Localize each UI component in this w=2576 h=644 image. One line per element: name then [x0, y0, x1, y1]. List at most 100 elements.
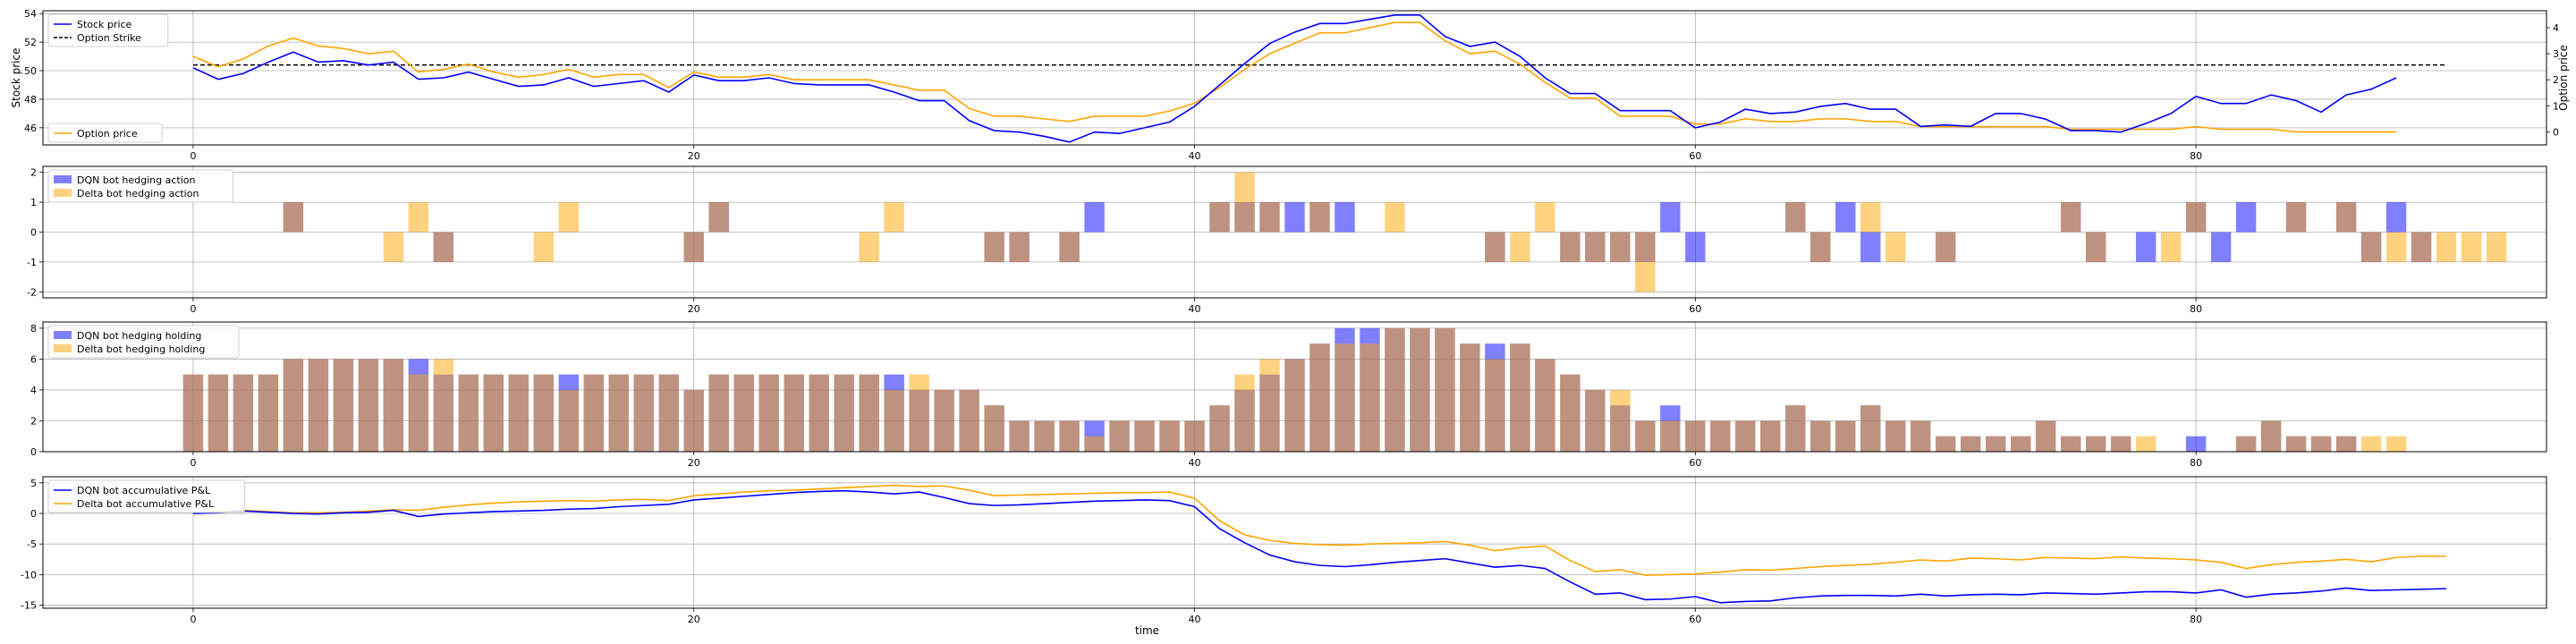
delta-actions-bar: [408, 202, 429, 233]
x-tick-label: 40: [1189, 614, 1201, 625]
axes-frame: [42, 476, 2547, 609]
delta-holdings-bar: [383, 359, 404, 452]
x-tick-label: 0: [190, 457, 196, 469]
delta-holdings-bar: [1735, 420, 1756, 452]
legend-box: [47, 479, 246, 513]
delta-holdings-bar: [1109, 420, 1130, 452]
dqn-holdings-bar: [2185, 436, 2207, 452]
delta-holdings-bar: [1034, 420, 1055, 452]
delta-holdings-bar: [834, 374, 854, 452]
y-axis-label: Stock price: [10, 48, 22, 108]
delta-actions-bar: [1535, 202, 1555, 233]
delta-actions-bar: [2411, 232, 2432, 262]
panel-actions: 0 20 40 60 80 -2 -1 0 1 2 DQN bot hedging action De…: [27, 165, 2547, 315]
delta-actions-bar: [1860, 202, 1881, 233]
delta-actions-bar: [1309, 202, 1330, 233]
delta-holdings-bar: [182, 374, 204, 452]
legend-label: Option price: [77, 128, 138, 140]
delta-holdings-bar: [1986, 436, 2006, 452]
delta-actions-bar: [1385, 202, 1405, 233]
y-right-tick-label: 0: [2553, 126, 2559, 138]
y-right-tick-label: 2: [2553, 74, 2559, 86]
delta-holdings-bar: [308, 359, 329, 452]
delta-holdings-bar: [934, 389, 954, 452]
y-tick-label: 4: [30, 385, 37, 396]
y-right-tick-label: 3: [2553, 48, 2559, 60]
delta-actions-bar: [1059, 232, 1080, 262]
delta-holdings-bar: [258, 374, 279, 452]
delta-holdings-bar: [458, 374, 479, 452]
dqn-actions-bar: [2135, 232, 2157, 262]
x-tick-label: 0: [190, 614, 196, 625]
y-tick-label: -10: [21, 569, 37, 580]
panel-price: 0 20 40 60 80 46 48 50 52 54 0 1 2 3 4 Stock price Optio…: [10, 8, 2570, 162]
x-tick-label: 60: [1689, 303, 1701, 315]
delta-holdings-bar: [1860, 405, 1881, 452]
delta-holdings-bar: [2060, 436, 2081, 452]
legend-swatch: [54, 331, 72, 339]
dqn-actions-bar: [1335, 202, 1355, 233]
y-tick-label: -2: [27, 286, 37, 298]
delta-holdings-bar: [1560, 374, 1580, 452]
delta-actions-bar: [558, 202, 579, 233]
delta-holdings-bar: [1710, 420, 1731, 452]
legend-swatch: [54, 344, 72, 352]
delta-holdings-bar: [2235, 436, 2257, 452]
delta-holdings-bar: [2135, 436, 2157, 452]
delta-holdings-bar: [233, 374, 254, 452]
delta-actions-bar: [2461, 232, 2482, 262]
delta-holdings-bar: [2385, 436, 2407, 452]
y-tick-label: 2: [30, 167, 37, 179]
legend-label: Delta bot accumulative P&L: [77, 498, 215, 510]
legend-label: Stock price: [77, 19, 132, 30]
delta-actions-bar: [533, 232, 554, 262]
legend-label: Delta bot hedging holding: [77, 343, 205, 355]
delta-actions-bar: [2486, 232, 2507, 262]
y-tick-label: 0: [30, 508, 37, 520]
delta-actions-bar: [2360, 232, 2382, 262]
delta-holdings-bar: [984, 405, 1004, 452]
delta-holdings-bar: [2360, 436, 2382, 452]
delta-holdings-bar: [1535, 359, 1555, 452]
x-tick-label: 40: [1189, 303, 1201, 315]
delta-actions-bar: [708, 202, 729, 233]
y-tick-label: 54: [24, 8, 37, 20]
delta-holdings-bar: [1335, 343, 1355, 452]
delta-holdings-bar: [508, 374, 529, 452]
delta-actions-bar: [2060, 202, 2081, 233]
delta-holdings-bar: [1610, 389, 1631, 452]
dqn-actions-bar: [1835, 202, 1856, 233]
delta-actions-bar: [1560, 232, 1580, 262]
delta-holdings-bar: [733, 374, 754, 452]
delta-holdings-bar: [1585, 389, 1606, 452]
delta-actions-bar: [1485, 232, 1505, 262]
x-tick-label: 60: [1689, 150, 1701, 162]
delta-actions-bar: [283, 202, 304, 233]
x-tick-label: 60: [1689, 457, 1701, 469]
delta-holdings-bar: [1059, 420, 1080, 452]
delta-actions-bar: [1585, 232, 1606, 262]
axes-frame: [42, 321, 2547, 453]
x-tick-label: 20: [688, 303, 700, 315]
y-tick-label: 46: [24, 123, 37, 134]
y-tick-label: 1: [30, 197, 37, 208]
delta-actions-bar: [884, 202, 904, 233]
delta-actions-bar: [2160, 232, 2182, 262]
y-tick-label: 8: [30, 323, 37, 335]
delta-holdings-bar: [959, 389, 979, 452]
delta-holdings-bar: [1309, 343, 1330, 452]
delta-holdings-bar: [1485, 359, 1505, 452]
delta-holdings-bar: [1234, 374, 1255, 452]
dqn-actions-bar: [1860, 232, 1881, 262]
legend-box: [47, 123, 163, 143]
legend-label: Option Strike: [77, 32, 141, 44]
delta-holdings-bar: [758, 374, 779, 452]
delta-holdings-bar: [2310, 436, 2332, 452]
delta-holdings-bar: [433, 359, 454, 452]
dqn-actions-bar: [1660, 202, 1681, 233]
delta-holdings-bar: [1835, 420, 1856, 452]
delta-holdings-bar: [2036, 420, 2056, 452]
y-right-axis-label: Option price: [2557, 45, 2570, 111]
panel-holdings: 0 20 40 60 80 0 2 4 6 8 DQN bot hedging holdingDel…: [30, 321, 2547, 469]
x-tick-label: 20: [688, 457, 700, 469]
